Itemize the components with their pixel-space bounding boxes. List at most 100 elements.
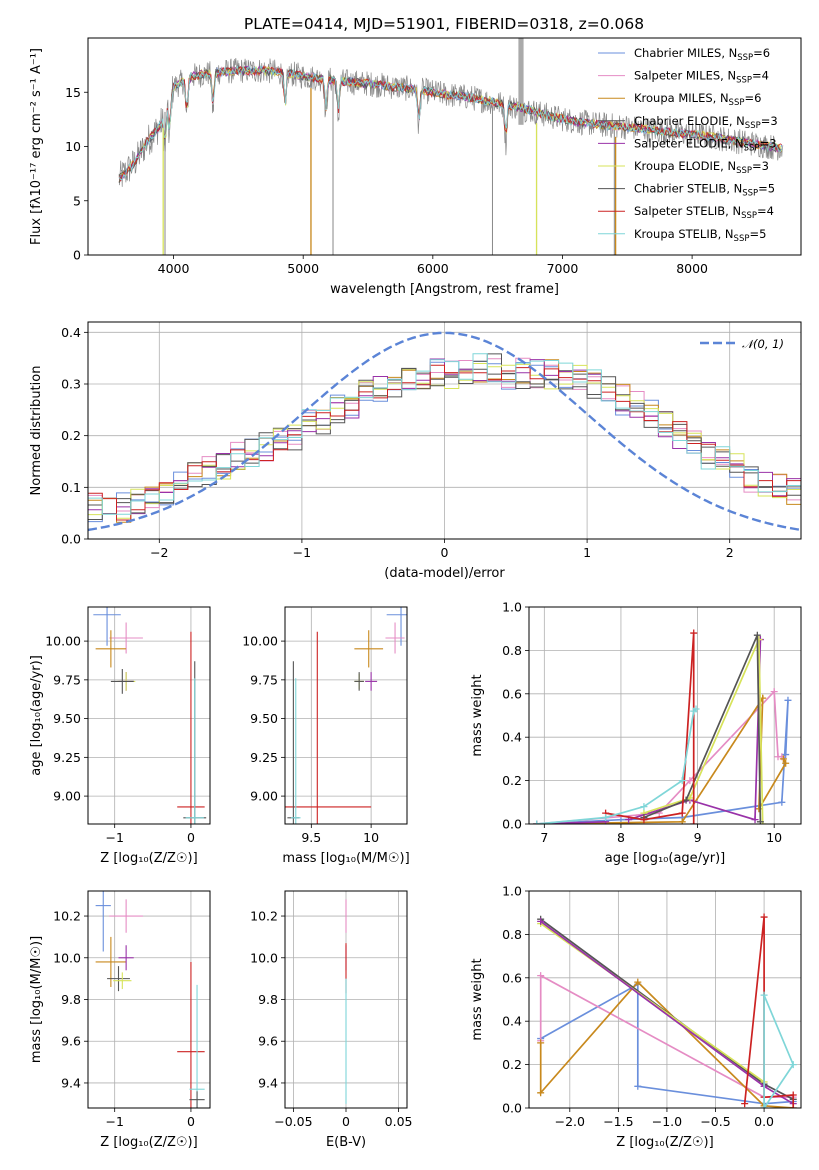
legend-label-subscript: SSP (734, 234, 750, 244)
x-tick-label: −0.05 (274, 1114, 312, 1129)
y-tick-label: 9.50 (53, 711, 81, 726)
y-tick-label: 10.00 (45, 634, 81, 649)
residuals-panel: −2 −1 0 1 2 0.0 0.1 0.2 0.3 0.4 (data-model)/error… (29, 321, 802, 581)
y-axis-label: mass weight (470, 674, 485, 756)
legend-label-tail: =6 (753, 46, 770, 60)
legend-label-2: Kroupa MILES, NSSP=6 (634, 91, 761, 108)
legend-label-main: Chabrier MILES, N (634, 46, 737, 60)
x-tick-label: −1.0 (652, 1114, 682, 1129)
weight-marker (778, 798, 786, 806)
figure-title: PLATE=0414, MJD=51901, FIBERID=0318, z=0… (244, 15, 644, 33)
weight-line-6 (605, 632, 695, 824)
axes-frame (87, 37, 802, 256)
x-tick-label: 9.5 (301, 830, 321, 845)
legend-label-subscript: SSP (729, 98, 745, 108)
mass-vs-Z-panel: −1 0 9.4 9.6 9.8 10.0 10.2 Z [log₁₀(Z/Z☉)] mass … (29, 890, 211, 1150)
y-tick-label: 0.3 (61, 377, 81, 392)
x-tick-label: 1 (583, 545, 591, 560)
x-tick-label: 9 (694, 830, 702, 845)
legend-label-tail: =4 (752, 69, 769, 83)
histogram-step-5 (88, 363, 801, 519)
x-tick-label: 0 (187, 1114, 195, 1129)
histogram-step-6 (88, 368, 801, 520)
y-tick-label: 9.8 (61, 992, 81, 1007)
y-tick-label: 0.4 (502, 730, 522, 745)
x-tick-label: 10 (363, 830, 379, 845)
y-tick-label: 9.75 (53, 672, 81, 687)
y-tick-label: 10.0 (53, 950, 81, 965)
legend-label-subscript: SSP (736, 166, 752, 176)
legend-label-tail: =5 (749, 227, 766, 241)
x-tick-label: 0.0 (754, 1114, 774, 1129)
y-tick-label: 0.6 (502, 970, 522, 985)
x-axis-label: mass [log₁₀(M/M☉)] (282, 851, 409, 866)
legend-label-subscript: SSP (736, 76, 752, 86)
x-tick-label: −1 (293, 545, 311, 560)
y-tick-label: 0.4 (61, 325, 81, 340)
y-axis-label: mass [log₁₀(M/M☉)] (29, 936, 44, 1063)
weight-line-3 (628, 639, 762, 821)
weight-marker (692, 705, 700, 713)
x-tick-label: −0.5 (700, 1114, 730, 1129)
legend-label-7: Salpeter STELIB, NSSP=4 (634, 204, 774, 221)
legend-label-subscript: SSP (741, 211, 757, 221)
legend-label-4: Salpeter ELODIE, NSSP=3 (634, 136, 777, 153)
y-tick-label: 0.0 (502, 1101, 522, 1116)
x-axis-label: Z [log₁₀(Z/Z☉)] (100, 1135, 197, 1150)
weight-marker (640, 803, 648, 811)
legend-label-tail: =3 (752, 159, 769, 173)
weight-marker (755, 805, 763, 813)
spectrum-panel: 4000 5000 6000 7000 8000 0 5 10 15 wavelength [An… (29, 37, 802, 297)
x-tick-label: 0.05 (385, 1114, 413, 1129)
masked-region (518, 38, 524, 125)
residuals-plot-area (88, 331, 801, 532)
y-tick-label: 9.6 (258, 1034, 278, 1049)
legend-label-main: Salpeter STELIB, N (634, 204, 741, 218)
weight-marker (537, 917, 545, 925)
weight-marker (741, 1100, 749, 1108)
histogram-step-7 (88, 364, 801, 521)
x-tick-label: 0 (441, 545, 449, 560)
x-tick-label: 8000 (676, 261, 708, 276)
y-tick-label: 10.2 (250, 909, 278, 924)
legend-label-main: Kroupa ELODIE, N (634, 159, 736, 173)
y-tick-label: 10.0 (250, 950, 278, 965)
y-tick-label: 9.75 (250, 672, 278, 687)
legend-label-tail: =3 (760, 136, 777, 150)
axes-frame (87, 606, 211, 825)
y-tick-label: 0.0 (61, 532, 81, 547)
legend-label-gaussian: 𝒩(0, 1) (742, 337, 784, 351)
age-vs-Z-plot-area (93, 607, 207, 824)
y-tick-label: 5 (73, 193, 81, 208)
y-tick-label: 0.1 (61, 480, 81, 495)
weight-marker (640, 816, 648, 824)
y-tick-label: 0.8 (502, 643, 522, 658)
y-tick-label: 0.4 (502, 1014, 522, 1029)
y-tick-label: 1.0 (502, 600, 522, 615)
x-tick-label: 5000 (287, 261, 319, 276)
weight-line-1 (539, 974, 794, 1099)
y-tick-label: 9.25 (53, 750, 81, 765)
legend-label-subscript: SSP (745, 121, 761, 131)
y-tick-label: 9.4 (61, 1075, 81, 1090)
x-tick-label: −2.0 (555, 1114, 585, 1129)
weight-vs-Z-plot-area (537, 913, 797, 1108)
x-tick-label: 2 (726, 545, 734, 560)
axes-frame (284, 890, 408, 1109)
legend-label-main: Chabrier STELIB, N (634, 182, 742, 196)
legend-label-main: Salpeter ELODIE, N (634, 136, 744, 150)
weight-line-7 (763, 994, 795, 1108)
y-tick-label: 0.2 (502, 773, 522, 788)
x-tick-label: 7 (540, 830, 548, 845)
x-tick-label: 4000 (158, 261, 190, 276)
y-tick-label: 0 (73, 248, 81, 263)
x-tick-label: 8 (617, 830, 625, 845)
legend-label-1: Salpeter MILES, NSSP=4 (634, 69, 769, 86)
legend-label-subscript: SSP (742, 189, 758, 199)
weight-marker (760, 991, 768, 999)
legend-label-5: Kroupa ELODIE, NSSP=3 (634, 159, 769, 176)
legend-label-subscript: SSP (744, 143, 760, 153)
x-tick-label: 6000 (417, 261, 449, 276)
y-tick-label: 9.00 (250, 789, 278, 804)
